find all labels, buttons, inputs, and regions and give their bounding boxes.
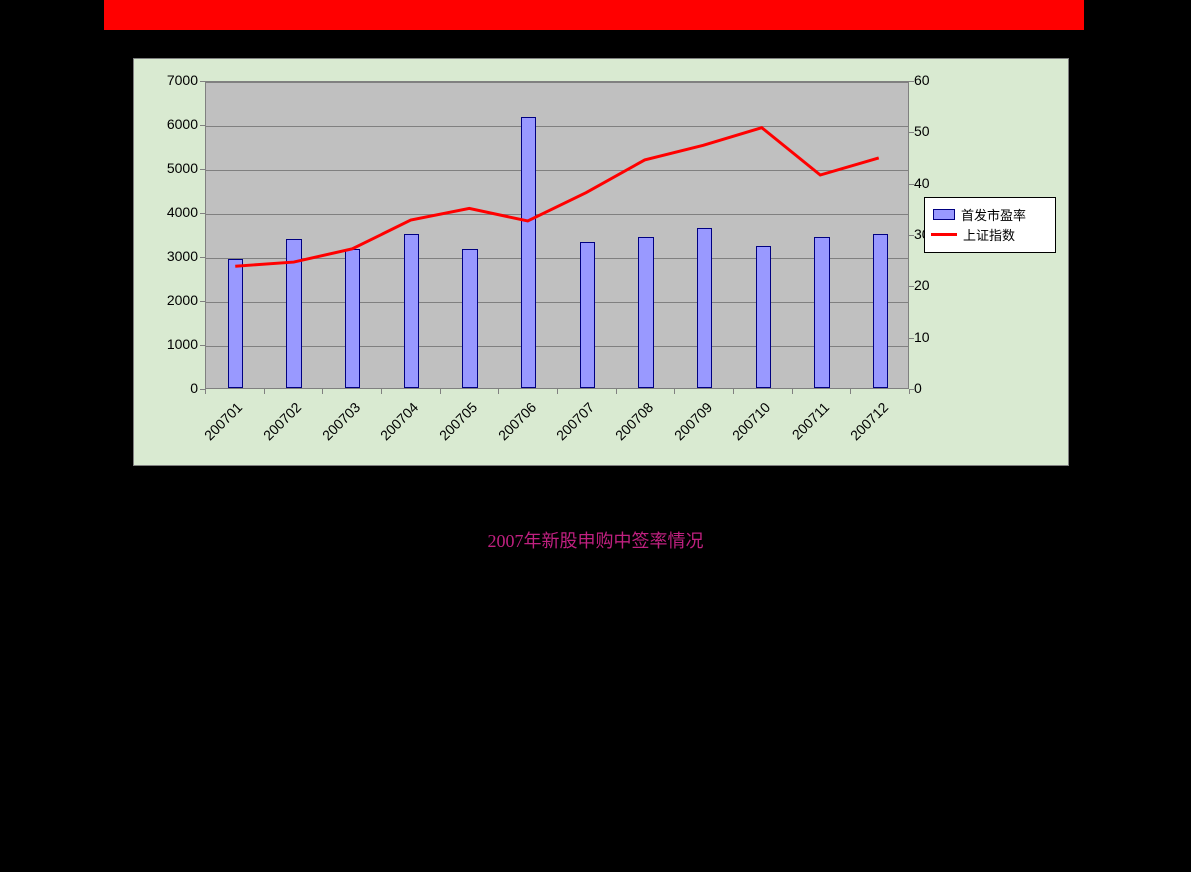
gridline — [206, 82, 908, 83]
x-tick — [792, 389, 793, 394]
bar — [345, 249, 360, 388]
y-left-tick-label: 7000 — [138, 72, 198, 88]
y-right-tick — [909, 235, 914, 236]
gridline — [206, 126, 908, 127]
x-tick — [850, 389, 851, 394]
y-right-tick — [909, 286, 914, 287]
y-left-tick-label: 0 — [138, 380, 198, 396]
y-right-tick-label: 40 — [914, 175, 954, 191]
bar — [286, 239, 301, 388]
plot-area — [205, 81, 909, 389]
y-right-tick — [909, 81, 914, 82]
y-left-tick — [200, 213, 205, 214]
y-right-tick-label: 60 — [914, 72, 954, 88]
legend-line-label: 上证指数 — [963, 225, 1015, 244]
bar — [462, 249, 477, 388]
top-red-bar — [104, 0, 1084, 30]
combo-chart: 01000200030004000500060007000 0102030405… — [133, 58, 1069, 466]
y-right-tick — [909, 338, 914, 339]
x-tick — [674, 389, 675, 394]
caption: 2007年新股申购中签率情况 — [0, 527, 1191, 553]
bar — [756, 246, 771, 388]
legend: 首发市盈率 上证指数 — [924, 197, 1056, 253]
legend-item-bar: 首发市盈率 — [929, 204, 1051, 224]
x-tick-label: 200702 — [244, 399, 305, 460]
gridline — [206, 170, 908, 171]
y-right-tick-label: 20 — [914, 277, 954, 293]
x-tick-label: 200706 — [478, 399, 539, 460]
y-left-tick — [200, 169, 205, 170]
line-series — [206, 82, 908, 388]
x-tick-label: 200709 — [654, 399, 715, 460]
y-right-tick-label: 10 — [914, 329, 954, 345]
x-tick — [616, 389, 617, 394]
x-tick-label: 200707 — [537, 399, 598, 460]
x-tick-label: 200701 — [185, 399, 246, 460]
x-tick-label: 200704 — [361, 399, 422, 460]
y-right-tick-label: 0 — [914, 380, 954, 396]
y-left-tick-label: 4000 — [138, 204, 198, 220]
y-left-tick-label: 5000 — [138, 160, 198, 176]
x-tick-label: 200711 — [772, 399, 833, 460]
y-left-tick — [200, 81, 205, 82]
x-tick — [264, 389, 265, 394]
bar — [521, 117, 536, 388]
x-tick — [909, 389, 910, 394]
y-right-tick — [909, 184, 914, 185]
x-tick — [733, 389, 734, 394]
legend-bar-label: 首发市盈率 — [961, 205, 1026, 224]
y-left-tick — [200, 345, 205, 346]
x-tick-label: 200712 — [830, 399, 891, 460]
y-left-tick — [200, 125, 205, 126]
y-left-tick — [200, 301, 205, 302]
x-tick — [557, 389, 558, 394]
y-right-tick-label: 50 — [914, 123, 954, 139]
y-left-tick-label: 2000 — [138, 292, 198, 308]
legend-item-line: 上证指数 — [929, 224, 1051, 244]
gridline — [206, 258, 908, 259]
y-left-tick-label: 1000 — [138, 336, 198, 352]
x-tick — [498, 389, 499, 394]
bar — [404, 234, 419, 388]
x-tick — [322, 389, 323, 394]
x-tick — [205, 389, 206, 394]
gridline — [206, 346, 908, 347]
legend-bar-swatch — [933, 209, 955, 220]
bar — [638, 237, 653, 388]
bar — [580, 242, 595, 388]
x-tick-label: 200710 — [713, 399, 774, 460]
y-left-tick-label: 3000 — [138, 248, 198, 264]
y-left-tick-label: 6000 — [138, 116, 198, 132]
legend-line-swatch — [931, 233, 957, 236]
gridline — [206, 214, 908, 215]
x-tick — [381, 389, 382, 394]
x-tick-label: 200703 — [302, 399, 363, 460]
x-tick-label: 200708 — [596, 399, 657, 460]
bar — [814, 237, 829, 388]
x-tick-label: 200705 — [420, 399, 481, 460]
bar — [228, 259, 243, 388]
bar — [697, 228, 712, 388]
bar — [873, 234, 888, 388]
y-right-tick — [909, 132, 914, 133]
x-tick — [440, 389, 441, 394]
gridline — [206, 302, 908, 303]
y-left-tick — [200, 257, 205, 258]
caption-text: 2007年新股申购中签率情况 — [488, 531, 704, 551]
